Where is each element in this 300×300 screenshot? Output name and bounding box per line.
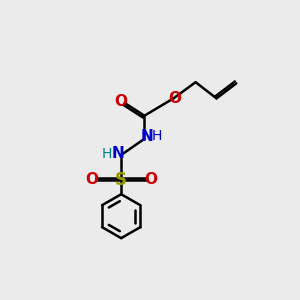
Text: O: O — [85, 172, 99, 187]
Text: N: N — [141, 129, 154, 144]
Text: O: O — [115, 94, 128, 109]
Text: H: H — [102, 147, 112, 161]
Text: S: S — [115, 171, 127, 189]
Text: H: H — [152, 129, 162, 143]
Text: O: O — [168, 91, 181, 106]
Text: O: O — [144, 172, 157, 187]
Text: N: N — [112, 146, 125, 160]
